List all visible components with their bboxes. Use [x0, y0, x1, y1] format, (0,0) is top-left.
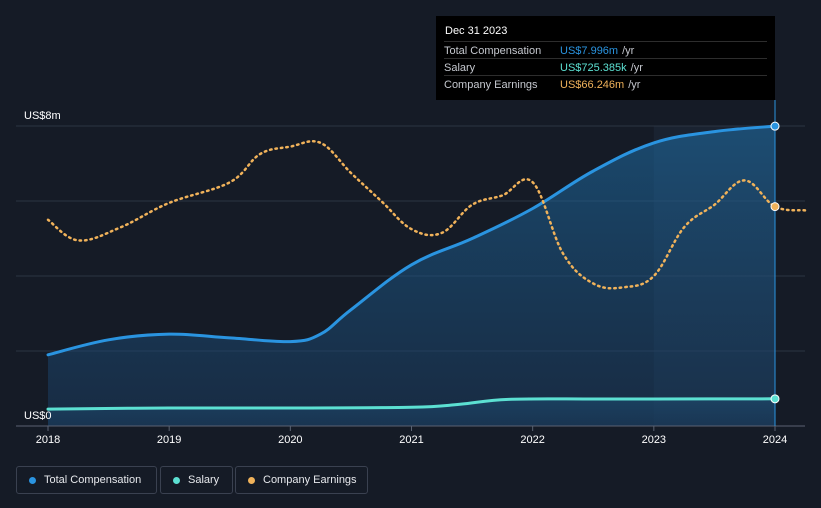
tooltip-row-total-compensation: Total Compensation US$7.996m/yr — [444, 41, 767, 59]
y-axis-label: US$8m — [24, 110, 61, 122]
x-tick-label: 2022 — [520, 434, 544, 446]
legend-label: Company Earnings — [263, 474, 357, 486]
tooltip-row-salary: Salary US$725.385k/yr — [444, 58, 767, 76]
x-tick-label: 2023 — [642, 434, 666, 446]
endpoint-markers — [770, 121, 780, 404]
tooltip-value: US$7.996m/yr — [560, 45, 635, 57]
legend-item-company-earnings[interactable]: Company Earnings — [235, 466, 368, 494]
salary-area — [48, 398, 775, 426]
y-axis-labels: US$0 US$8m — [24, 110, 61, 422]
legend-item-salary[interactable]: Salary — [160, 466, 233, 494]
tooltip-value: US$66.246m/yr — [560, 79, 641, 91]
x-tick-label: 2021 — [399, 434, 423, 446]
tooltip-label: Company Earnings — [444, 79, 538, 91]
legend-dot-icon — [173, 477, 180, 484]
tooltip-label: Salary — [444, 62, 476, 74]
total-compensation-line — [46, 124, 777, 357]
total-compensation-marker — [770, 121, 780, 131]
company-earnings-line — [46, 139, 807, 290]
tooltip-date: Dec 31 2023 — [445, 25, 508, 37]
x-tick-label: 2024 — [763, 434, 787, 446]
company-earnings-marker — [770, 202, 780, 212]
tooltip: Dec 31 2023 Total Compensation US$7.996m… — [436, 16, 775, 100]
x-tick-label: 2018 — [36, 434, 60, 446]
x-axis-ticks: 2018 2019 2020 2021 2022 2023 2024 — [36, 426, 787, 446]
legend-dot-icon — [248, 477, 255, 484]
total-compensation-area — [48, 126, 775, 426]
tooltip-label: Total Compensation — [444, 45, 542, 57]
x-tick-label: 2020 — [278, 434, 302, 446]
legend-label: Total Compensation — [44, 474, 142, 486]
legend-dot-icon — [29, 477, 36, 484]
legend-item-total-compensation[interactable]: Total Compensation — [16, 466, 157, 494]
y-axis-label: US$0 — [24, 410, 52, 422]
salary-marker — [770, 394, 780, 404]
salary-line — [46, 397, 777, 411]
tooltip-row-company-earnings: Company Earnings US$66.246m/yr — [444, 75, 767, 93]
tooltip-value: US$725.385k/yr — [560, 62, 643, 74]
x-tick-label: 2019 — [157, 434, 181, 446]
legend-label: Salary — [188, 474, 220, 486]
